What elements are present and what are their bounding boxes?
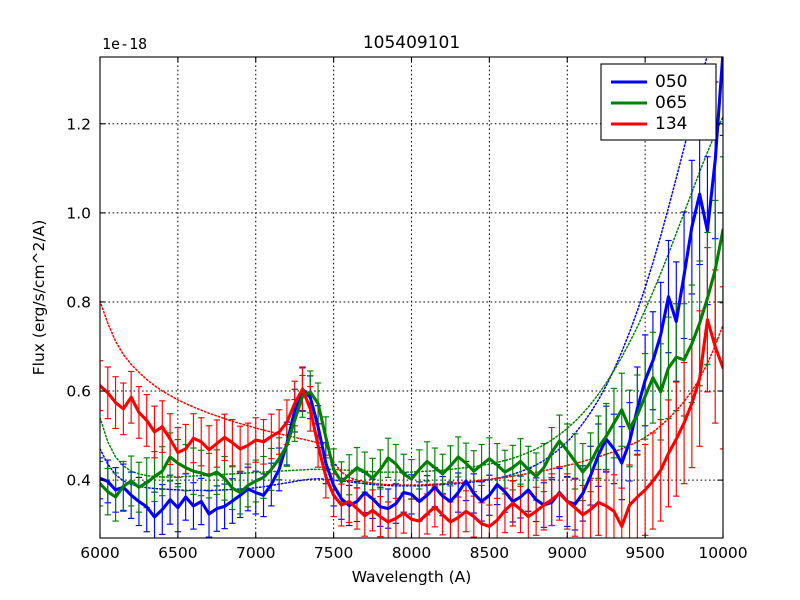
page-title: 105409101 — [363, 33, 460, 53]
x-tick-label: 10000 — [698, 544, 747, 562]
x-axis-title: Wavelength (A) — [352, 568, 472, 586]
y-tick-label: 1.2 — [66, 115, 91, 133]
legend-label-065: 065 — [655, 93, 687, 113]
legend-label-134: 134 — [655, 114, 687, 134]
y-tick-label: 0.6 — [66, 383, 91, 401]
x-tick-label: 6000 — [80, 544, 119, 562]
y-axis-offset-label: 1e-18 — [102, 35, 147, 53]
x-tick-label: 7500 — [314, 544, 353, 562]
y-tick-label: 1.0 — [66, 204, 91, 222]
series-layer — [100, 57, 723, 528]
x-tick-label: 6500 — [158, 544, 197, 562]
x-tick-label: 8000 — [392, 544, 431, 562]
y-tick-label: 0.8 — [66, 293, 91, 311]
x-tick-label: 9000 — [548, 544, 587, 562]
series-line-050 — [100, 57, 723, 519]
legend-label-050: 050 — [655, 72, 687, 92]
x-tick-label: 7000 — [236, 544, 275, 562]
y-axis-title: Flux (erg/s/cm^2/A) — [30, 220, 48, 376]
x-tick-label: 9500 — [625, 544, 664, 562]
series-line-065 — [100, 228, 723, 499]
x-tick-label: 8500 — [470, 544, 509, 562]
y-tick-label: 0.4 — [66, 472, 91, 490]
series-line-134 — [100, 318, 723, 528]
ticks-layer: 6000 6500 7000 7500 8000 8500 9000 9500 10000 0.4… — [66, 57, 748, 562]
